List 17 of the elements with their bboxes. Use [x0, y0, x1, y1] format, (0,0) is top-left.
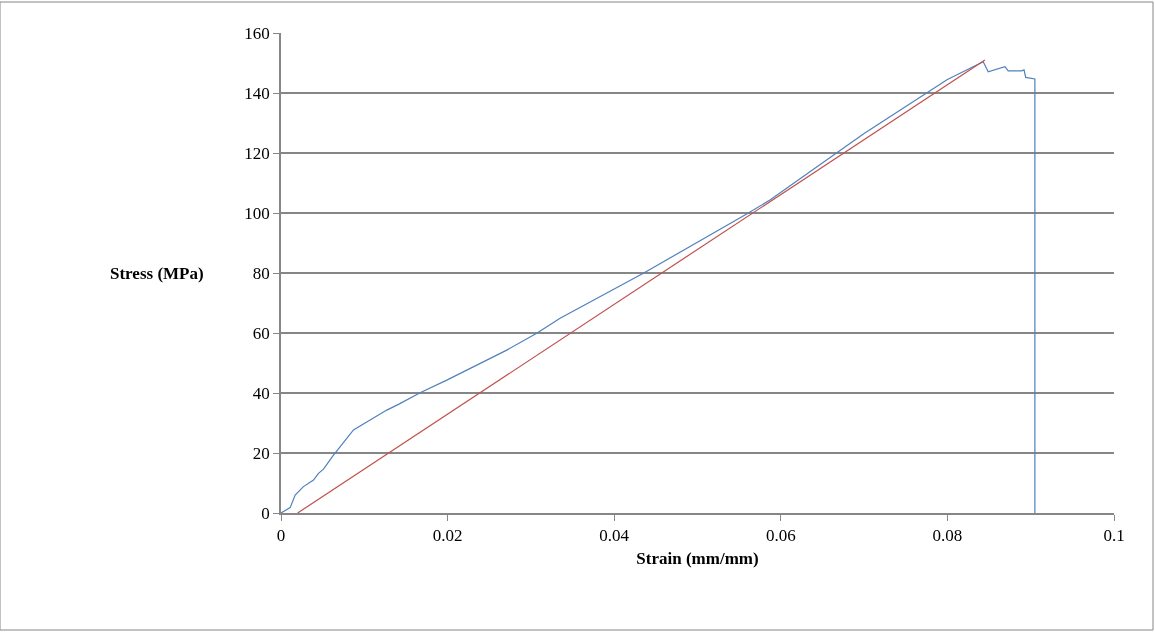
y-tick-label: 80 — [252, 263, 270, 283]
y-tick-label: 40 — [252, 383, 270, 403]
y-tick-label: 60 — [252, 323, 270, 343]
y-tick-label: 160 — [244, 23, 270, 43]
x-tick-label: 0.1 — [1103, 526, 1125, 546]
x-tick-label: 0.04 — [599, 526, 630, 546]
y-axis-title: Stress (MPa) — [110, 264, 204, 283]
y-tick-label: 120 — [244, 143, 270, 163]
y-tick-label: 0 — [261, 503, 270, 523]
y-tick-label: 20 — [252, 443, 270, 463]
y-tick-label: 140 — [244, 83, 270, 103]
x-tick-label: 0.08 — [932, 526, 963, 546]
y-tick-label: 100 — [244, 203, 270, 223]
x-tick-label: 0.06 — [765, 526, 796, 546]
x-tick-label: 0.02 — [432, 526, 463, 546]
x-axis-title: Strain (mm/mm) — [636, 549, 759, 569]
x-tick-label: 0 — [276, 526, 286, 546]
